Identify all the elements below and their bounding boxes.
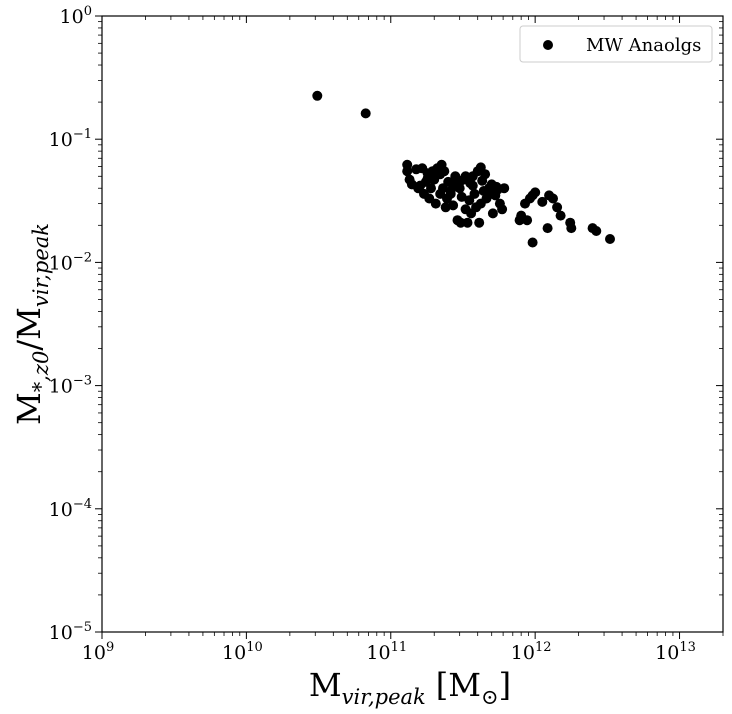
major-ticks (95, 15, 723, 639)
x-tick-label: 1012 (511, 640, 552, 664)
y-axis-title: M*,z0/Mvir,peak (10, 223, 53, 425)
data-point (426, 183, 436, 194)
tick-labels: 109 1010 1011 1012 1013 100 10−1 10−2 10−3 10−4 10… (49, 4, 696, 664)
data-point (415, 180, 426, 191)
x-tick-label: 109 (82, 640, 114, 664)
x-axis-title: Mvir,peak [M⊙] (309, 666, 511, 709)
x-axis-title-unit: [M (436, 666, 481, 704)
x-axis-title-unit-sub: ⊙ (481, 685, 499, 709)
x-axis-title-base: M (309, 666, 342, 704)
data-point (527, 237, 538, 248)
y-tick-label: 10−3 (49, 374, 92, 398)
x-tick-label: 1013 (655, 640, 696, 664)
data-point (530, 187, 541, 198)
data-point (462, 217, 473, 228)
data-point (497, 204, 508, 215)
x-tick-label: 1010 (222, 640, 263, 664)
data-point (430, 198, 441, 209)
data-point (467, 180, 478, 191)
data-point (485, 188, 496, 199)
y-tick-label: 10−4 (49, 497, 92, 521)
data-point (460, 171, 471, 182)
legend-marker (543, 40, 553, 50)
y-axis-title-sub2: vir,peak (29, 223, 53, 307)
y-tick-label: 10−5 (49, 620, 92, 644)
y-tick-label: 10−2 (49, 250, 92, 274)
data-point (552, 202, 563, 213)
data-point (475, 198, 486, 209)
legend-label: MW Anaolgs (586, 35, 701, 56)
x-axis-title-sub: vir,peak (342, 685, 426, 709)
data-point (402, 166, 413, 177)
data-point (312, 90, 323, 101)
data-point (591, 226, 602, 236)
minor-ticks (98, 16, 724, 636)
data-point (605, 234, 615, 244)
data-point (456, 191, 467, 202)
y-axis-title-slash: /M (10, 307, 48, 351)
data-point (537, 196, 548, 207)
y-tick-label: 100 (60, 4, 92, 28)
data-point (491, 181, 502, 192)
data-point (522, 215, 533, 226)
data-point (480, 169, 491, 180)
legend: MW Anaolgs (519, 25, 713, 63)
data-point (422, 173, 433, 184)
data-points (312, 90, 615, 248)
legend-box (519, 25, 713, 63)
data-point (469, 188, 480, 199)
y-axis-title-base: M (10, 392, 48, 425)
x-axis-title-unit-close: ] (499, 666, 511, 704)
data-point (435, 169, 446, 180)
data-point (542, 223, 553, 234)
data-point (445, 186, 456, 196)
data-point (360, 108, 371, 119)
data-point (474, 217, 485, 228)
plot-frame (101, 15, 724, 633)
y-tick-label: 10−1 (49, 127, 92, 151)
data-point (548, 193, 558, 204)
y-axis-title-sub1: *,z0 (29, 351, 53, 393)
data-point (555, 210, 566, 221)
data-point (566, 223, 577, 234)
data-point (499, 183, 510, 194)
x-tick-label: 1011 (366, 640, 407, 664)
data-point (448, 200, 459, 211)
data-point (487, 208, 498, 219)
